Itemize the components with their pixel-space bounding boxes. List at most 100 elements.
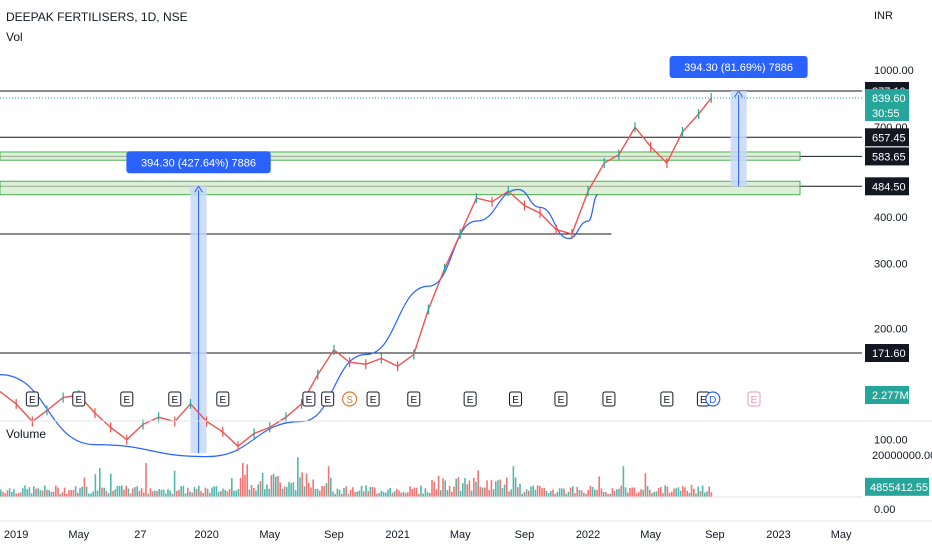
volume-bar xyxy=(28,487,31,497)
event-marker-label: E xyxy=(370,395,377,406)
volume-bar xyxy=(558,488,561,497)
volume-bar xyxy=(431,479,433,497)
volume-bar xyxy=(169,490,171,497)
volume-bar xyxy=(112,490,114,497)
volume-bar xyxy=(2,491,4,497)
volume-bar xyxy=(497,480,499,497)
event-marker-label: E xyxy=(324,395,331,406)
volume-bar xyxy=(508,491,510,497)
volume-bar xyxy=(96,490,99,497)
symbol-title: DEEPAK FERTILISERS, 1D, NSE xyxy=(6,10,188,24)
volume-bar xyxy=(57,487,59,497)
volume-bar xyxy=(600,488,603,497)
volume-bar xyxy=(220,491,222,497)
volume-bar xyxy=(512,466,515,497)
volume-bar xyxy=(209,492,211,497)
volume-bar xyxy=(193,487,196,497)
volume-bar xyxy=(387,489,389,497)
volume-bar xyxy=(552,489,554,497)
volume-bar xyxy=(279,482,281,497)
pattern-curve xyxy=(518,188,599,240)
volume-bar xyxy=(506,477,508,497)
volume-bar xyxy=(343,487,345,497)
event-marker-label: E xyxy=(123,395,130,406)
volume-bar xyxy=(640,489,642,497)
volume-bar xyxy=(105,490,108,497)
volume-bar xyxy=(30,493,33,497)
volume-bar xyxy=(486,480,488,497)
volume-bar xyxy=(622,466,625,497)
volume-bar xyxy=(286,486,288,497)
volume-bar xyxy=(583,492,585,497)
volume-bar xyxy=(547,493,550,497)
volume-bar xyxy=(624,487,627,497)
volume-bar xyxy=(187,487,189,497)
volume-bar xyxy=(242,462,244,497)
volume-bar xyxy=(376,493,378,497)
volume-bar xyxy=(609,493,611,497)
event-marker-label: E xyxy=(700,395,707,406)
volume-bar xyxy=(189,491,191,497)
volume-bar xyxy=(182,485,185,497)
volume-bar xyxy=(679,490,682,497)
volume-bar xyxy=(184,493,187,497)
volume-bar xyxy=(294,490,297,497)
event-marker-label: E xyxy=(558,395,565,406)
volume-bar xyxy=(74,486,77,497)
volume-bar xyxy=(451,491,453,497)
volume-bar xyxy=(132,488,134,497)
volume-bar xyxy=(297,457,299,497)
volume-bar xyxy=(323,486,325,497)
volume-bar xyxy=(530,486,532,497)
volume-bar xyxy=(88,493,90,497)
event-marker xyxy=(120,391,134,407)
volume-bar xyxy=(631,487,633,497)
x-tick-label: Sep xyxy=(324,529,344,541)
y-tick-label: 1000.00 xyxy=(874,65,914,77)
volume-bar xyxy=(633,487,636,497)
volume-bar xyxy=(627,492,629,497)
event-marker-label: E xyxy=(219,395,226,406)
event-marker xyxy=(302,391,316,407)
volume-bar xyxy=(462,483,464,497)
volume-bar xyxy=(453,486,455,497)
volume-bar xyxy=(158,489,160,497)
volume-bar xyxy=(202,492,204,497)
volume-bar xyxy=(92,491,94,497)
volume-bar xyxy=(50,491,53,497)
volume-bar xyxy=(310,487,312,497)
volume-bar xyxy=(704,492,706,497)
volume-bar xyxy=(382,491,385,497)
volume-bar xyxy=(418,494,420,497)
volume-current-label: 4855412.55 xyxy=(870,482,928,494)
volume-bar xyxy=(488,489,490,497)
volume-bar xyxy=(195,488,198,497)
volume-bar xyxy=(356,491,358,497)
volume-bar xyxy=(671,491,673,497)
volume-bar xyxy=(473,477,475,497)
volume-bar xyxy=(693,488,695,497)
volume-bar xyxy=(477,470,479,497)
event-marker-label: E xyxy=(606,395,613,406)
volume-bar xyxy=(136,486,138,497)
volume-bar xyxy=(349,489,352,497)
volume-bar xyxy=(567,491,570,497)
volume-bar xyxy=(651,493,653,497)
volume-tag-label: 2.277M xyxy=(872,390,909,402)
volume-bar xyxy=(255,490,257,497)
event-marker xyxy=(342,391,358,407)
volume-bar xyxy=(55,485,57,497)
event-marker-label: E xyxy=(751,395,758,406)
volume-bar xyxy=(299,477,301,497)
event-marker xyxy=(366,391,380,407)
volume-bar xyxy=(125,485,127,497)
volume-bar xyxy=(154,490,156,497)
volume-bar xyxy=(653,491,655,497)
volume-bar xyxy=(345,486,347,497)
volume-bar xyxy=(257,484,259,497)
x-tick-label: May xyxy=(450,529,471,541)
volume-bar xyxy=(580,490,583,497)
volume-bar xyxy=(85,486,88,497)
volume-bar xyxy=(165,493,167,497)
